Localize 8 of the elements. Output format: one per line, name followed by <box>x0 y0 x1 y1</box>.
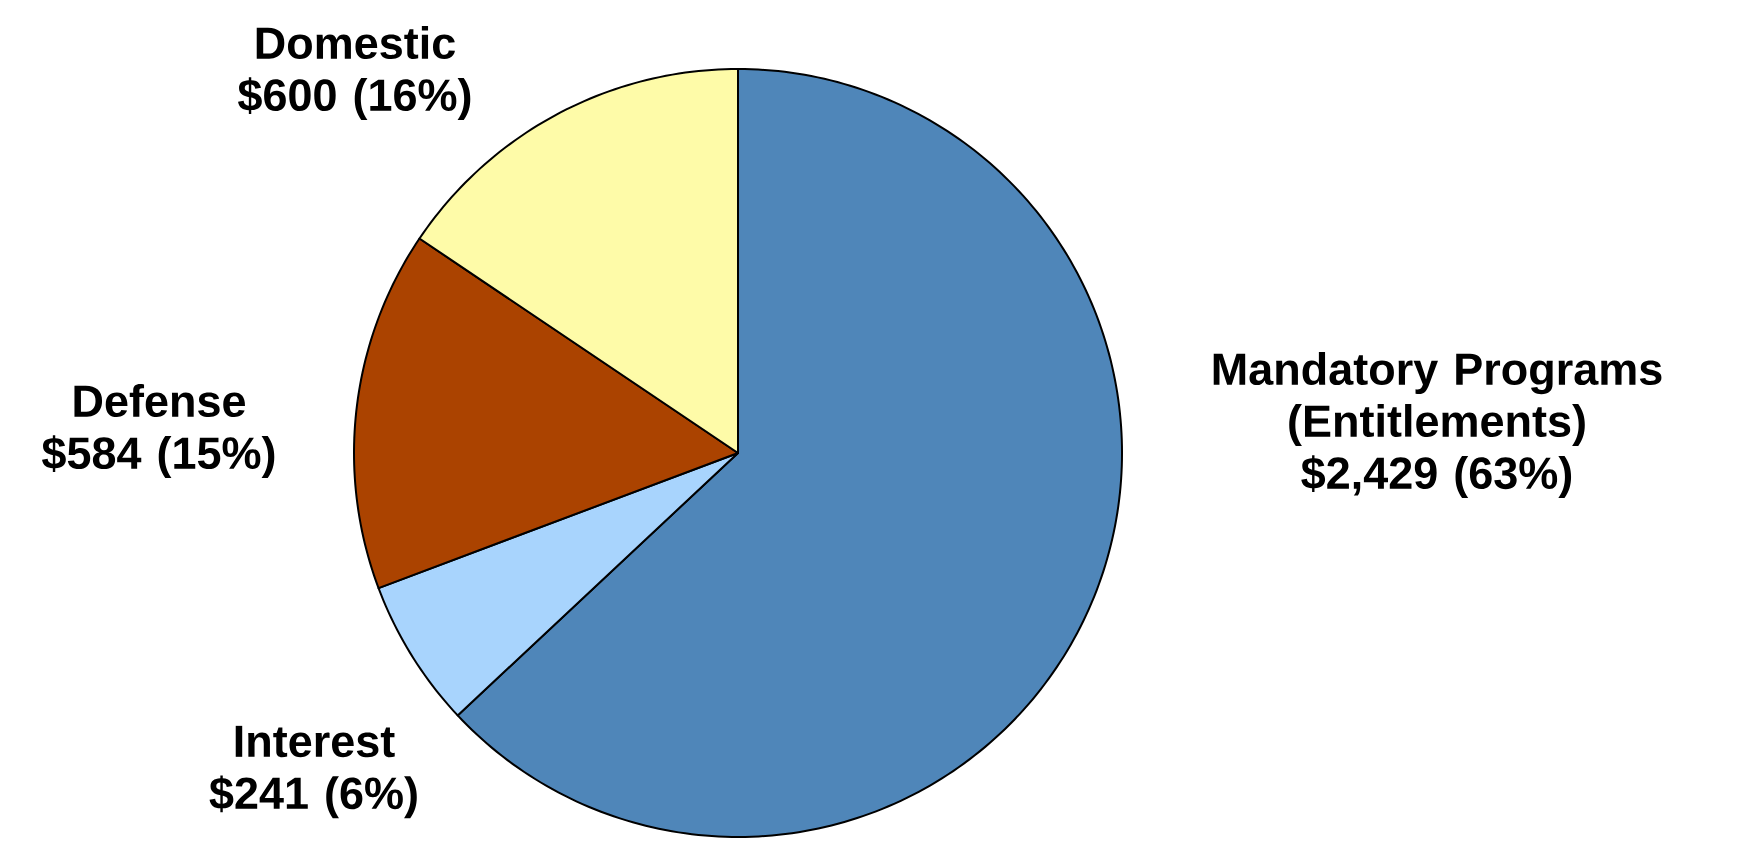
data-label: $241 (6%) <box>209 775 417 819</box>
data-label: $600 (16%) <box>238 77 471 120</box>
slice-label: Interest <box>235 725 395 758</box>
data-label: $584 (15%) <box>42 435 275 478</box>
slice-label: Domestic <box>256 26 455 60</box>
data-label: $2,429 (63%) <box>1301 455 1572 498</box>
slice-label: Mandatory Programs (Entitlements) <box>1213 352 1662 446</box>
slice-label: Defense <box>74 384 245 418</box>
